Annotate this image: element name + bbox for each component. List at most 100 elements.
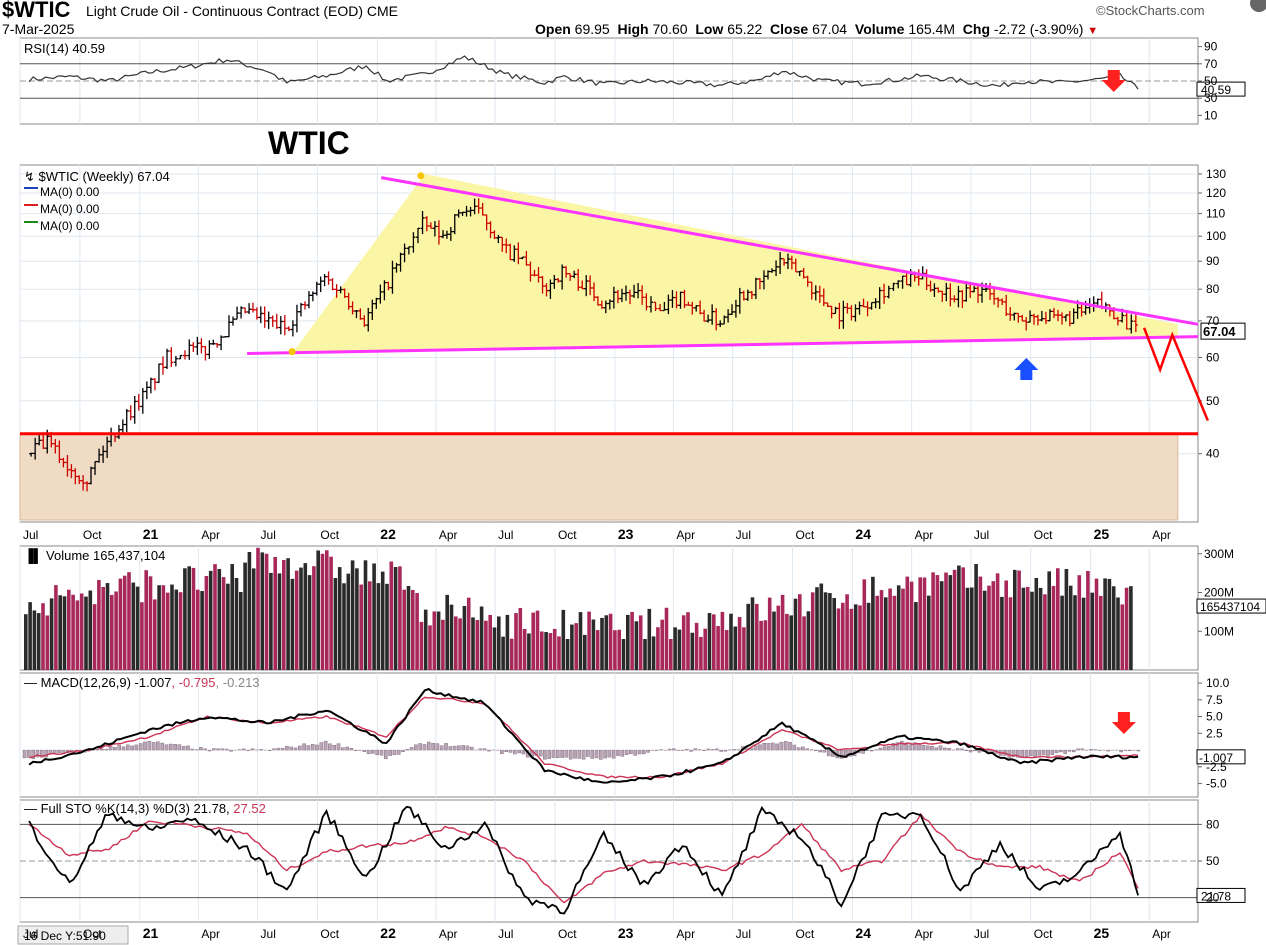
macd-histogram-bar <box>478 748 483 751</box>
volume-bar <box>1047 571 1051 670</box>
macd-histogram-bar <box>418 743 423 751</box>
volume-bar <box>488 614 492 670</box>
volume-bar <box>935 575 940 670</box>
macd-histogram-bar <box>594 749 599 759</box>
volume-bar <box>178 592 183 670</box>
macd-histogram-bar <box>168 743 173 751</box>
volume-bar <box>260 552 265 670</box>
macd-histogram-bar <box>904 742 908 751</box>
volume-bar <box>587 611 591 670</box>
macd-histogram-bar <box>1080 748 1085 751</box>
macd-histogram-bar <box>1127 749 1132 751</box>
macd-histogram-bar <box>100 748 104 751</box>
ohlc-chg-label: Chg <box>962 21 991 37</box>
volume-bar <box>961 567 965 670</box>
cursor-readout-box <box>17 925 129 945</box>
volume-bar <box>518 607 523 670</box>
macd-histogram-bar <box>706 748 711 751</box>
macd-histogram-bar <box>1041 749 1046 755</box>
volume-bar <box>346 573 351 670</box>
volume-bar <box>200 591 204 670</box>
volume-bar <box>875 595 879 670</box>
volume-bar <box>419 621 424 670</box>
sto-label: — Full STO %K(14,3) %D(3) 21.78, 27.52 <box>24 801 266 816</box>
price-tick-label: 80 <box>1206 282 1220 296</box>
triangle-upper-line <box>380 176 1199 326</box>
macd-histogram-bar <box>732 749 736 751</box>
macd-histogram-bar <box>616 749 620 756</box>
macd-histogram-bar <box>345 746 349 751</box>
volume-bar <box>643 639 647 670</box>
macd-histogram-bar <box>607 749 612 758</box>
volume-bar <box>608 613 613 670</box>
volume-bar <box>1107 578 1112 670</box>
macd-histogram-bar <box>177 744 182 751</box>
volume-bar <box>316 550 320 670</box>
volume-bar <box>849 608 854 670</box>
volume-bar <box>277 573 282 670</box>
macd-histogram-bar <box>513 749 517 755</box>
volume-bar <box>763 620 768 670</box>
macd-histogram-bar <box>108 746 113 751</box>
volume-bar <box>32 610 37 670</box>
macd-tick-label: -2.5 <box>1206 760 1227 774</box>
volume-bar <box>802 616 806 670</box>
macd-histogram-bar <box>121 746 126 751</box>
macd-histogram-bar <box>900 740 904 751</box>
header-symbol: $WTIC <box>2 0 71 22</box>
macd-histogram-bar <box>302 743 306 751</box>
volume-bar <box>939 581 944 670</box>
macd-histogram-bar <box>353 749 358 751</box>
volume-bar <box>273 557 277 670</box>
volume-bar <box>1064 568 1069 670</box>
vol-last-box <box>1196 598 1266 614</box>
volume-bar <box>359 584 363 670</box>
volume-bar <box>673 627 677 670</box>
macd-histogram-bar <box>40 749 44 758</box>
volume-bar <box>307 575 312 670</box>
volume-bar <box>909 581 914 670</box>
x-tick-label-price: 22 <box>380 526 396 542</box>
macd-histogram-bar <box>186 745 190 751</box>
macd-histogram-bar <box>1054 749 1059 754</box>
sto-tick-label: 50 <box>1206 854 1220 868</box>
volume-bar <box>819 583 824 670</box>
macd-histogram-bar <box>753 745 758 751</box>
volume-bar <box>991 581 996 670</box>
volume-bar <box>522 628 527 670</box>
price-tick-label: 50 <box>1206 394 1220 408</box>
volume-bar <box>957 565 961 670</box>
volume-bar <box>901 588 905 670</box>
settings-icon[interactable] <box>1250 0 1266 12</box>
x-tick-label-price: Apr <box>915 528 934 542</box>
macd-histogram-bar <box>435 743 440 751</box>
macd-histogram-bar <box>164 744 169 751</box>
ohlc-volume-label: Volume <box>854 21 905 37</box>
x-tick-label-sto: Apr <box>201 927 220 941</box>
volume-bar <box>720 611 725 670</box>
volume-bar <box>540 631 544 670</box>
volume-bar <box>565 639 570 670</box>
volume-bar <box>101 586 105 670</box>
macd-tick-label: 10.0 <box>1206 676 1230 690</box>
volume-bar <box>92 604 97 670</box>
volume-bar <box>492 627 497 670</box>
volume-bar <box>1124 587 1129 670</box>
volume-bar <box>1034 577 1039 670</box>
x-tick-label-sto: Apr <box>1152 927 1171 941</box>
macd-histogram-bar <box>672 748 676 751</box>
volume-bar <box>363 560 368 670</box>
sto-last-value: 21.78 <box>1201 889 1231 903</box>
volume-bar <box>226 583 230 670</box>
x-tick-label-sto: Jul <box>498 927 513 941</box>
macd-histogram-bar <box>220 748 225 751</box>
volume-bar <box>815 587 819 670</box>
volume-bar <box>703 628 707 670</box>
vol-tick-label: 200M <box>1204 586 1234 600</box>
volume-bar <box>724 630 729 670</box>
volume-bar <box>892 595 897 670</box>
volume-bar <box>634 621 639 670</box>
volume-bar <box>583 634 587 670</box>
macd-histogram-bar <box>470 746 474 751</box>
macd-histogram-bar <box>521 749 526 755</box>
